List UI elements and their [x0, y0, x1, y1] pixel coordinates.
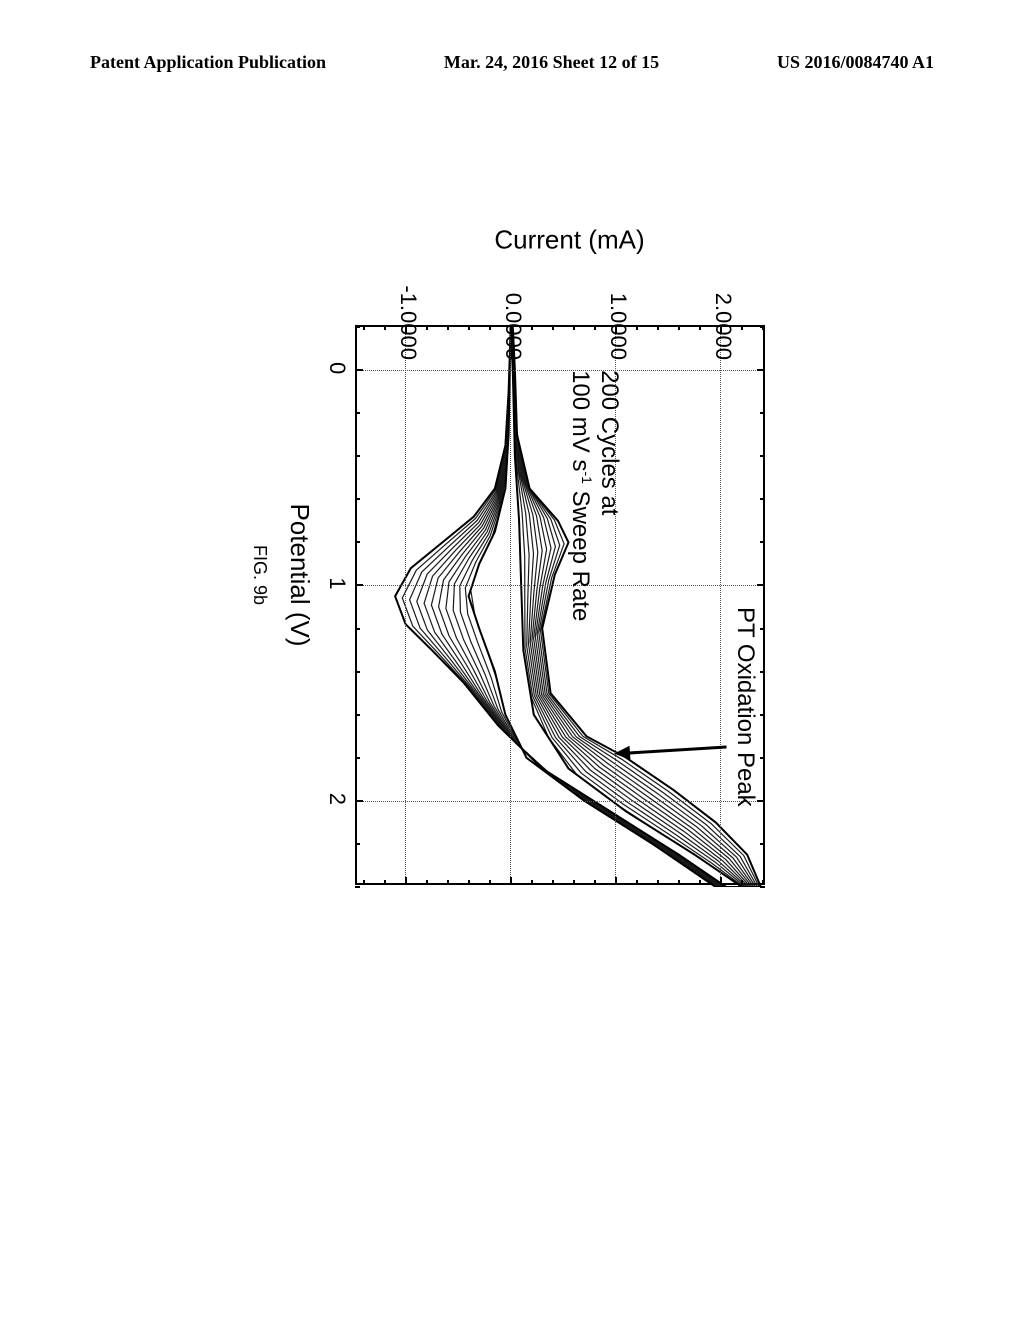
tick	[355, 714, 360, 716]
tick	[678, 880, 680, 885]
tick	[355, 886, 360, 888]
tick	[363, 880, 365, 885]
grid-v	[357, 585, 763, 586]
tick	[426, 325, 428, 330]
tick	[355, 584, 363, 586]
annotation-sweep: 200 Cycles at100 mV s-1 Sweep Rate	[566, 370, 623, 621]
tick	[760, 671, 765, 673]
tick	[355, 541, 360, 543]
tick	[447, 325, 449, 330]
figure-9b: Current (mA) 200 Cycles at100 mV s-1 Swe…	[265, 215, 785, 935]
tick	[760, 757, 765, 759]
tick	[489, 880, 491, 885]
tick	[384, 880, 386, 885]
tick	[552, 325, 554, 330]
ytick-label: 1.0000	[605, 293, 631, 360]
tick	[699, 880, 701, 885]
tick	[363, 325, 365, 330]
tick	[355, 843, 360, 845]
tick	[762, 880, 764, 885]
grid-h	[720, 327, 721, 883]
tick	[355, 498, 360, 500]
tick	[760, 714, 765, 716]
figure-caption: FIG. 9b	[249, 215, 270, 935]
tick	[657, 325, 659, 330]
header-left: Patent Application Publication	[90, 52, 326, 73]
ytick-label: -1.0000	[395, 285, 421, 360]
y-axis-label: Current (mA)	[355, 225, 785, 255]
tick	[468, 325, 470, 330]
tick	[760, 541, 765, 543]
figure-9b-rotated-container: Current (mA) 200 Cycles at100 mV s-1 Swe…	[165, 315, 885, 835]
tick	[762, 325, 764, 330]
tick	[615, 877, 617, 885]
ytick-label: 2.0000	[710, 293, 736, 360]
x-axis-label: Potential (V)	[284, 215, 315, 935]
tick	[760, 886, 765, 888]
tick	[760, 412, 765, 414]
tick	[405, 877, 407, 885]
arrow-head-icon	[614, 746, 631, 761]
tick	[720, 877, 722, 885]
tick	[552, 880, 554, 885]
tick	[760, 498, 765, 500]
tick	[355, 412, 360, 414]
grid-h	[405, 327, 406, 883]
header-center: Mar. 24, 2016 Sheet 12 of 15	[444, 52, 659, 73]
patent-header: Patent Application Publication Mar. 24, …	[0, 52, 1024, 73]
tick	[741, 325, 743, 330]
tick	[355, 628, 360, 630]
tick	[531, 325, 533, 330]
tick	[594, 325, 596, 330]
annotation-peak: PT Oxidation Peak	[731, 607, 759, 807]
tick	[636, 880, 638, 885]
tick	[468, 880, 470, 885]
tick	[573, 325, 575, 330]
grid-v	[357, 370, 763, 371]
tick	[355, 455, 360, 457]
tick	[757, 369, 765, 371]
tick	[355, 757, 360, 759]
tick	[355, 369, 363, 371]
tick	[510, 877, 512, 885]
grid-h	[510, 327, 511, 883]
cv-curves	[353, 327, 763, 887]
tick	[447, 880, 449, 885]
tick	[741, 880, 743, 885]
tick	[678, 325, 680, 330]
tick	[384, 325, 386, 330]
tick	[760, 455, 765, 457]
tick	[573, 880, 575, 885]
tick	[355, 800, 363, 802]
tick	[355, 671, 360, 673]
tick	[636, 325, 638, 330]
ytick-label: 0.0000	[500, 293, 526, 360]
xtick-label: 1	[324, 577, 350, 589]
tick	[699, 325, 701, 330]
plot-area: 200 Cycles at100 mV s-1 Sweep Rate PT Oxi…	[355, 325, 765, 885]
tick	[757, 584, 765, 586]
tick	[594, 880, 596, 885]
xtick-label: 2	[324, 793, 350, 805]
tick	[426, 880, 428, 885]
grid-v	[357, 801, 763, 802]
tick	[760, 628, 765, 630]
tick	[489, 325, 491, 330]
tick	[531, 880, 533, 885]
tick	[355, 326, 360, 328]
tick	[760, 843, 765, 845]
tick	[657, 880, 659, 885]
header-right: US 2016/0084740 A1	[777, 52, 934, 73]
xtick-label: 0	[324, 362, 350, 374]
